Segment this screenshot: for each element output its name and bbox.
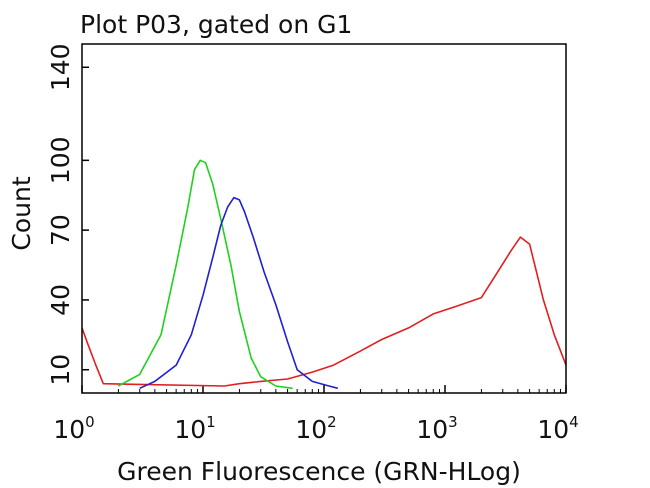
x-tick-label: 101 bbox=[174, 413, 215, 444]
y-axis-label: Count bbox=[7, 176, 36, 250]
x-tick-label: 104 bbox=[537, 413, 578, 444]
y-tick-label: 100 bbox=[46, 136, 75, 184]
y-tick-label: 70 bbox=[46, 214, 75, 246]
y-tick-label: 40 bbox=[46, 284, 75, 316]
x-tick-label: 103 bbox=[416, 413, 457, 444]
y-tick-label: 140 bbox=[46, 43, 75, 91]
histogram-series-1 bbox=[81, 236, 567, 387]
x-axis: 100 101 102 103 104 bbox=[53, 385, 579, 444]
x-tick-label: 102 bbox=[295, 413, 336, 444]
plot-frame bbox=[81, 43, 567, 394]
histogram-series-3 bbox=[139, 196, 339, 390]
y-axis: 10 40 70 100 140 bbox=[46, 43, 89, 386]
series-group bbox=[81, 159, 567, 390]
histogram-series-2 bbox=[118, 159, 293, 390]
y-tick-label: 10 bbox=[46, 354, 75, 386]
chart-title: Plot P03, gated on G1 bbox=[80, 10, 352, 39]
x-tick-label: 100 bbox=[53, 413, 94, 444]
x-axis-label: Green Fluorescence (GRN-HLog) bbox=[117, 457, 521, 486]
